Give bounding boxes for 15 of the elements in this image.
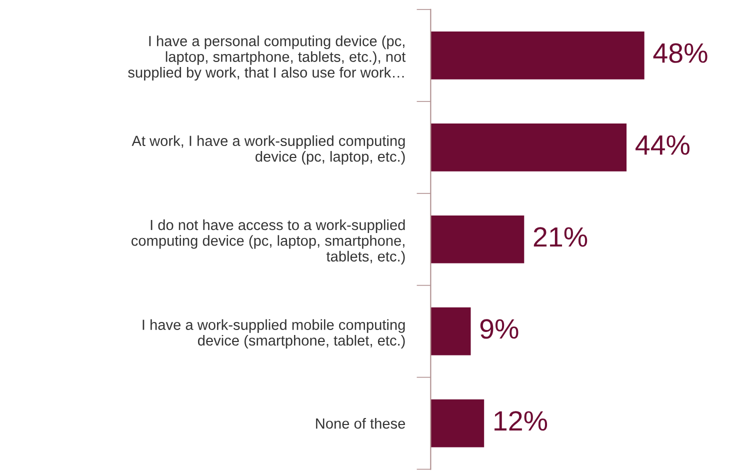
y-tick-label: At work, I have a work-supplied computing device (pc, laptop, etc.)	[132, 135, 405, 165]
y-tick-label: I have a personal computing device (pc, laptop, smartphone, tablets, etc.), not supplied by work, that I also use for work…	[128, 36, 406, 81]
bar	[430, 32, 644, 80]
bar	[430, 215, 524, 264]
data-label: 12%	[494, 411, 548, 431]
y-tick-label: None of these	[316, 418, 406, 429]
y-tick-label: I have a work-supplied mobile computing device (smartphone, tablet, etc.)	[142, 319, 405, 349]
bar	[430, 307, 471, 356]
bar	[430, 124, 627, 172]
y-tick-label: I do not have access to a work-supplied computing device (pc, laptop, smartphone, tablets, etc.)	[132, 219, 405, 264]
data-label: 21%	[534, 227, 588, 247]
data-label: 48%	[653, 43, 708, 63]
data-label: 9%	[480, 319, 518, 339]
bar	[430, 399, 484, 448]
data-label: 44%	[636, 135, 690, 155]
